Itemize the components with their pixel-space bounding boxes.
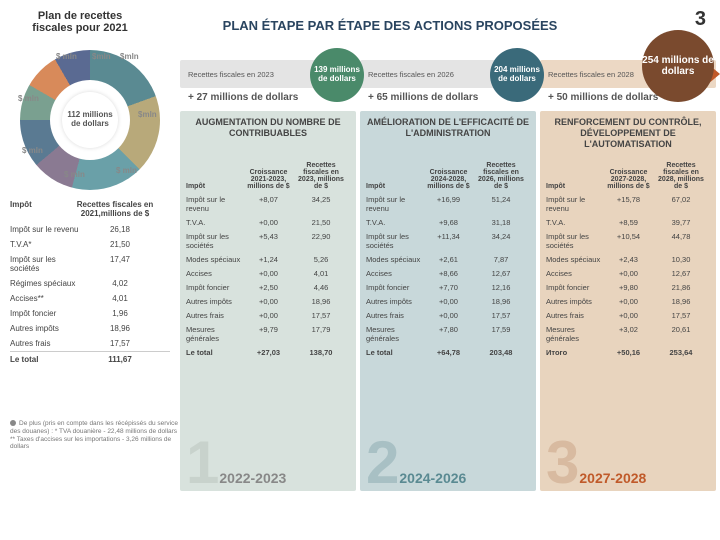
ctable-row: Accises+8,6612,67 — [366, 266, 530, 280]
ctable-row: Autres frais+0,0017,57 — [546, 308, 710, 322]
column-1: Recettes fiscales en 2023139 millions de… — [180, 60, 356, 510]
ctable-row: Modes spéciaux+1,245,26 — [186, 252, 350, 266]
ctable-row: Modes spéciaux+2,4310,30 — [546, 252, 710, 266]
ctable-row: Accises+0,0012,67 — [546, 266, 710, 280]
column-2: Recettes fiscales en 2026204 millions de… — [360, 60, 536, 510]
col-table: ImpôtCroissance 2024-2028, millions de $… — [366, 159, 530, 359]
ctable-row: Impôt sur le revenu+15,7867,02 — [546, 192, 710, 215]
col-bignum: 32027-2028 — [546, 439, 646, 487]
col-banner: Recettes fiscales en 2026204 millions de… — [360, 60, 536, 88]
col-heading: AMÉLIORATION DE L'EFFICACITÉ DE L'ADMINI… — [366, 117, 530, 151]
ctable-row: T.V.A.+0,0021,50 — [186, 215, 350, 229]
col-bignum: 22024-2026 — [366, 439, 466, 487]
lt-row: Régimes spéciaux4,02 — [10, 276, 170, 291]
ctable-row: Modes spéciaux+2,617,87 — [366, 252, 530, 266]
col-banner: Recettes fiscales en 2023139 millions de… — [180, 60, 356, 88]
ctable-row: Autres frais+0,0017,57 — [366, 308, 530, 322]
col-body: AMÉLIORATION DE L'EFFICACITÉ DE L'ADMINI… — [360, 111, 536, 491]
ctable-row: Impôt foncier+2,504,46 — [186, 280, 350, 294]
col-heading: AUGMENTATION DU NOMBRE DE CONTRIBUABLES — [186, 117, 350, 151]
donut-label: $ mln — [18, 94, 39, 103]
col-badge: 204 millions de dollars — [490, 48, 544, 102]
donut-label: $ mln — [22, 146, 43, 155]
lt-row: Impôt sur les sociétés17,47 — [10, 252, 170, 276]
ctable-row: T.V.A.+8,5939,77 — [546, 215, 710, 229]
lt-row: Accises**4,01 — [10, 291, 170, 306]
page-number: 3 — [695, 8, 706, 31]
ctable-row: Mesures générales+3,0220,61 — [546, 322, 710, 345]
lt-hdr-1: Recettes fiscales en 2021,millions de $ — [70, 200, 160, 218]
ctable-row: Impôt sur le revenu+16,9951,24 — [366, 192, 530, 215]
lt-total-val: 111,67 — [80, 355, 160, 364]
lt-row: Autres impôts18,96 — [10, 321, 170, 336]
donut-label: $ mln — [116, 166, 137, 175]
ctable-row: Autres impôts+0,0018,96 — [186, 294, 350, 308]
col-table: ImpôtCroissance 2021-2023, millions de $… — [186, 159, 350, 359]
ctable-row: Autres impôts+0,0018,96 — [366, 294, 530, 308]
footnote: De plus (pris en compte dans les récépis… — [10, 420, 180, 451]
donut-center: 112 millions de dollars — [62, 92, 118, 148]
donut-label: $ mln — [64, 170, 85, 179]
col-badge: 139 millions de dollars — [310, 48, 364, 102]
lt-row: Impôt foncier1,96 — [10, 306, 170, 321]
big-circle-254: 254 millions de dollars — [642, 30, 714, 102]
ctable-row: Impôt sur les sociétés+10,5444,78 — [546, 229, 710, 252]
main-title: PLAN ÉTAPE PAR ÉTAPE DES ACTIONS PROPOSÉ… — [200, 18, 580, 33]
donut-label: $mln — [120, 52, 139, 61]
col-body: RENFORCEMENT DU CONTRÔLE, DÉVELOPPEMENT … — [540, 111, 716, 491]
lt-row: Autres frais17,57 — [10, 336, 170, 351]
lt-total-label: Le total — [10, 355, 80, 364]
donut-label: $mln — [92, 52, 111, 61]
col-bignum: 12022-2023 — [186, 439, 286, 487]
donut-label: $ mln — [56, 52, 77, 61]
donut-label: $mln — [138, 110, 157, 119]
ctable-row: Mesures générales+7,8017,59 — [366, 322, 530, 345]
ctable-row: Impôt foncier+7,7012,16 — [366, 280, 530, 294]
left-title: Plan de recettes fiscales pour 2021 — [20, 10, 140, 34]
column-3: Recettes fiscales en 2028+ 50 millions d… — [540, 60, 716, 510]
ctable-row: Impôt foncier+9,8021,86 — [546, 280, 710, 294]
col-table: ImpôtCroissance 2027-2028, millions de $… — [546, 159, 710, 359]
ctable-row: Accises+0,004,01 — [186, 266, 350, 280]
ctable-row: Impôt sur le revenu+8,0734,25 — [186, 192, 350, 215]
ctable-row: Autres impôts+0,0018,96 — [546, 294, 710, 308]
ctable-row: T.V.A.+9,6831,18 — [366, 215, 530, 229]
ctable-row: Impôt sur les sociétés+5,4322,90 — [186, 229, 350, 252]
lt-hdr-0: Impôt — [10, 200, 70, 218]
ctable-row: Mesures générales+9,7917,79 — [186, 322, 350, 345]
lt-row: T.V.A*21,50 — [10, 237, 170, 252]
ctable-row: Impôt sur les sociétés+11,3434,24 — [366, 229, 530, 252]
col-heading: RENFORCEMENT DU CONTRÔLE, DÉVELOPPEMENT … — [546, 117, 710, 151]
donut-chart: $ mln $mln $mln $mln $ mln $ mln $ mln $ mln 11… — [20, 50, 160, 190]
lt-row: Impôt sur le revenu26,18 — [10, 222, 170, 237]
left-table: Impôt Recettes fiscales en 2021,millions… — [10, 200, 170, 367]
col-body: AUGMENTATION DU NOMBRE DE CONTRIBUABLES I… — [180, 111, 356, 491]
ctable-row: Autres frais+0,0017,57 — [186, 308, 350, 322]
